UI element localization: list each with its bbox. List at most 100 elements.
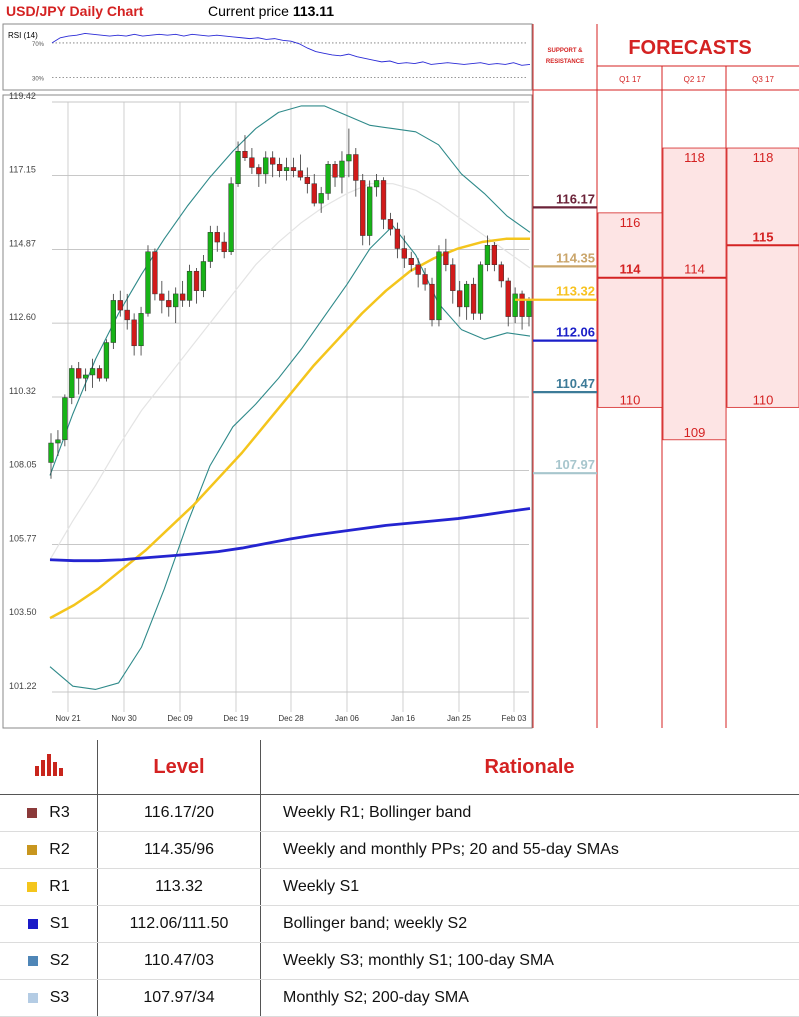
x-tick-label: Dec 19: [223, 714, 249, 723]
sr-level-value: 116.17: [556, 191, 595, 206]
candle-up: [527, 300, 532, 316]
candle-up: [263, 158, 268, 174]
candle-up: [478, 265, 483, 314]
candle-down: [215, 232, 220, 242]
candle-down: [353, 155, 358, 181]
level-code: R2: [0, 832, 98, 869]
candle-up: [346, 155, 351, 161]
candle-up: [229, 184, 234, 252]
forecast-mid: 114: [684, 262, 705, 277]
candle-down: [360, 180, 365, 235]
candle-down: [180, 294, 185, 300]
candle-down: [159, 294, 164, 300]
rsi-label: RSI (14): [8, 31, 38, 40]
candle-down: [409, 258, 414, 264]
candle-down: [270, 158, 275, 164]
level-value: 112.06/111.50: [98, 906, 261, 943]
forecast-range: [727, 148, 799, 407]
x-tick-label: Dec 09: [167, 714, 193, 723]
level-code-text: R2: [49, 841, 69, 858]
candle-down: [499, 265, 504, 281]
forecast-range: [663, 148, 726, 440]
candle-down: [416, 265, 421, 275]
x-tick-label: Jan 25: [447, 714, 472, 723]
level-rationale: Monthly S2; 200-day SMA: [261, 980, 799, 1017]
sr-level-value: 107.97: [555, 457, 595, 472]
level-code-text: S3: [50, 989, 70, 1006]
forecast-high: 116: [620, 215, 641, 230]
candle-up: [83, 375, 88, 378]
candle-down: [333, 164, 338, 177]
candle-up: [56, 440, 61, 443]
candle-up: [146, 252, 151, 314]
sr-level-value: 110.47: [556, 376, 595, 391]
candle-down: [249, 158, 254, 168]
candle-up: [326, 164, 331, 193]
x-tick-label: Jan 16: [391, 714, 416, 723]
sr-header-line1: SUPPORT &: [547, 48, 583, 54]
level-rationale: Weekly S1: [261, 869, 799, 906]
forecast-mid: 114: [620, 262, 642, 277]
candle-down: [277, 164, 282, 170]
forecast-high: 118: [753, 150, 774, 165]
level-code: R1: [0, 869, 98, 906]
level-code: S1: [0, 906, 98, 943]
candle-down: [166, 300, 171, 306]
quarter-label: Q1 17: [619, 75, 641, 84]
level-swatch: [27, 845, 37, 855]
level-value: 110.47/03: [98, 943, 261, 980]
candle-down: [194, 271, 199, 290]
candle-up: [437, 252, 442, 320]
candle-up: [208, 232, 213, 261]
sr-header-line2: RESISTANCE: [546, 59, 584, 65]
candle-down: [97, 368, 102, 378]
level-code-text: R3: [49, 804, 69, 821]
candle-up: [340, 161, 345, 177]
y-tick-label: 117.15: [9, 165, 36, 175]
sr-level-value: 113.32: [556, 284, 595, 299]
y-tick-label: 112.60: [9, 312, 36, 322]
candle-up: [139, 313, 144, 345]
candle-down: [381, 180, 386, 219]
y-tick-label: 103.50: [9, 607, 37, 617]
candle-down: [132, 320, 137, 346]
candle-down: [443, 252, 448, 265]
candle-down: [430, 284, 435, 320]
candle-down: [423, 274, 428, 284]
candle-down: [457, 291, 462, 307]
candle-down: [506, 281, 511, 317]
table-header-row: Level Rationale: [0, 740, 799, 795]
x-tick-label: Dec 28: [278, 714, 304, 723]
candle-up: [485, 245, 490, 264]
level-code-text: S2: [50, 952, 70, 969]
forecasts-title: FORECASTS: [628, 37, 751, 59]
candle-up: [62, 398, 67, 440]
forecast-mid: 115: [753, 229, 774, 244]
forecast-low: 110: [620, 392, 641, 407]
level-rationale: Weekly and monthly PPs; 20 and 55-day SM…: [261, 832, 799, 869]
candle-down: [76, 368, 81, 378]
candle-down: [312, 184, 317, 203]
y-tick-label: 105.77: [9, 534, 37, 544]
level-value: 113.32: [98, 869, 261, 906]
candle-up: [367, 187, 372, 236]
forex-chart: RSI (14)70%30%119.42117.15114.87112.6011…: [0, 0, 799, 735]
level-swatch: [27, 882, 37, 892]
level-value: 116.17/20: [98, 795, 261, 832]
sr-level-value: 112.06: [556, 325, 595, 340]
level-rationale: Bollinger band; weekly S2: [261, 906, 799, 943]
candle-up: [374, 180, 379, 186]
candle-down: [471, 284, 476, 313]
candle-up: [104, 343, 109, 379]
level-code-text: R1: [49, 878, 69, 895]
candle-down: [291, 167, 296, 170]
candle-down: [298, 171, 303, 177]
candle-up: [236, 151, 241, 183]
level-rationale: Weekly S3; monthly S1; 100-day SMA: [261, 943, 799, 980]
candle-down: [395, 229, 400, 248]
candle-down: [450, 265, 455, 291]
candle-up: [319, 193, 324, 203]
